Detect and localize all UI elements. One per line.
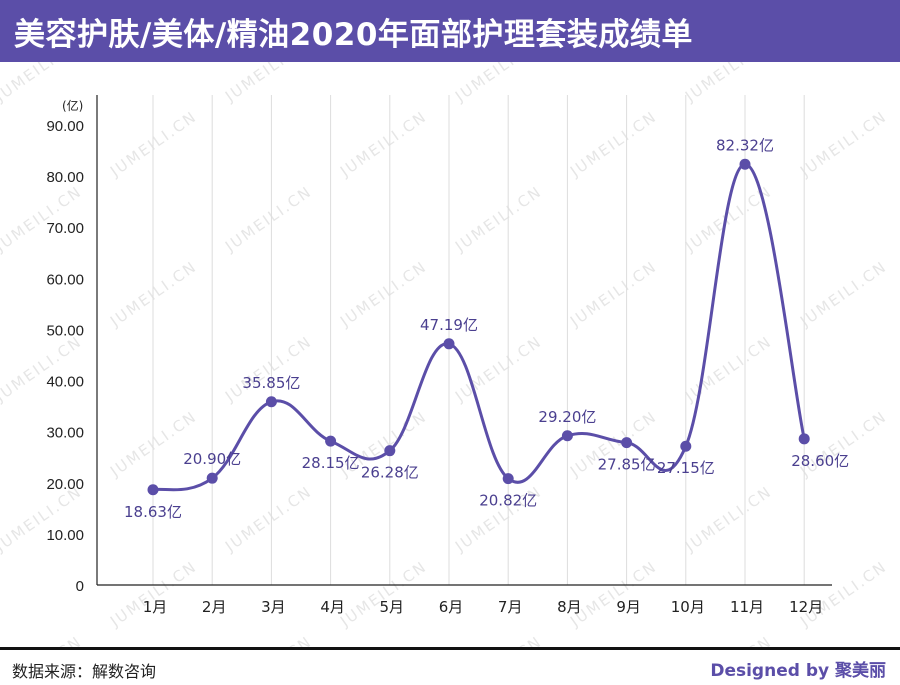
data-source: 数据来源：解数咨询	[12, 662, 157, 681]
data-label: 27.85亿	[598, 456, 656, 474]
data-label: 82.32亿	[716, 136, 774, 154]
y-tick-label: 50.00	[46, 322, 84, 339]
title-bar: 美容护肤/美体/精油2020年面部护理套装成绩单	[0, 0, 900, 62]
x-tick-label: 11月	[730, 598, 764, 616]
x-tick-label: 4月	[320, 598, 345, 616]
watermark-text: JUMEILI.CN	[681, 62, 775, 106]
x-tick-label: 2月	[202, 598, 227, 616]
x-tick-label: 1月	[143, 598, 168, 616]
data-point	[621, 437, 633, 449]
x-tick-label: 9月	[616, 598, 641, 616]
watermark-text: JUMEILI.CN	[796, 257, 890, 331]
data-point	[798, 433, 810, 445]
watermark-text: JUMEILI.CN	[221, 632, 315, 647]
watermark-text: JUMEILI.CN	[681, 332, 775, 406]
y-tick-label: 40.00	[46, 374, 84, 391]
watermark-text: JUMEILI.CN	[336, 107, 430, 181]
y-tick-label: 30.00	[46, 425, 84, 442]
data-point	[384, 445, 396, 457]
data-label: 29.20亿	[538, 408, 596, 426]
data-point	[739, 158, 751, 170]
watermark-text: JUMEILI.CN	[0, 632, 85, 647]
watermark-text: JUMEILI.CN	[336, 257, 430, 331]
watermark-text: JUMEILI.CN	[0, 482, 85, 556]
x-tick-label: 3月	[261, 598, 286, 616]
y-tick-label: 60.00	[46, 271, 84, 288]
y-tick-label: 20.00	[46, 476, 84, 493]
y-tick-label: 0	[76, 578, 84, 595]
watermark-text: JUMEILI.CN	[796, 107, 890, 181]
y-tick-label: 10.00	[46, 527, 84, 544]
data-label: 18.63亿	[124, 503, 182, 521]
designer-credit: Designed by 聚美丽	[710, 661, 886, 681]
watermark-text: JUMEILI.CN	[451, 182, 545, 256]
data-point	[561, 430, 573, 442]
watermark-text: JUMEILI.CN	[221, 62, 315, 106]
data-point	[206, 472, 218, 484]
watermark-text: JUMEILI.CN	[221, 332, 315, 406]
data-point	[147, 484, 159, 496]
footer-divider	[0, 647, 900, 650]
data-label: 47.19亿	[420, 316, 478, 334]
x-tick-label: 7月	[498, 598, 523, 616]
x-tick-label: 5月	[380, 598, 405, 616]
y-unit-label: (亿)	[62, 98, 83, 113]
x-tick-label: 12月	[789, 598, 823, 616]
watermark-text: JUMEILI.CN	[566, 257, 660, 331]
watermark-text: JUMEILI.CN	[221, 182, 315, 256]
line-chart: JUMEILI.CN JUMEILI.CN JUMEILI.CN JUMEILI.CN…	[0, 62, 890, 647]
x-tick-label: 6月	[439, 598, 464, 616]
y-tick-label: 80.00	[46, 169, 84, 186]
data-label: 27.15亿	[657, 459, 715, 477]
watermark-text: JUMEILI.CN	[451, 62, 545, 106]
data-point	[502, 473, 514, 485]
y-tick-label: 90.00	[46, 118, 84, 135]
watermark-text: JUMEILI.CN	[681, 632, 775, 647]
watermark-text: JUMEILI.CN	[566, 107, 660, 181]
watermark-text: JUMEILI.CN	[451, 632, 545, 647]
data-label: 28.15亿	[302, 454, 360, 472]
watermark-text: JUMEILI.CN	[681, 482, 775, 556]
data-label: 26.28亿	[361, 464, 419, 482]
watermark-text: JUMEILI.CN	[221, 482, 315, 556]
data-label: 20.82亿	[479, 492, 537, 510]
data-point	[680, 440, 692, 452]
y-tick-label: 70.00	[46, 220, 84, 237]
data-point	[443, 338, 455, 350]
data-label: 20.90亿	[183, 450, 241, 468]
watermark-text: JUMEILI.CN	[566, 557, 660, 631]
page-title: 美容护肤/美体/精油2020年面部护理套装成绩单	[14, 16, 693, 53]
watermark-text: JUMEILI.CN	[336, 557, 430, 631]
data-label: 35.85亿	[242, 374, 300, 392]
data-point	[325, 435, 337, 447]
data-point	[265, 396, 277, 408]
data-label: 28.60亿	[791, 452, 849, 470]
series-line	[152, 162, 806, 492]
watermark-text: JUMEILI.CN	[0, 182, 85, 256]
x-tick-label: 10月	[671, 598, 705, 616]
watermark-text: JUMEILI.CN	[0, 332, 85, 406]
x-tick-label: 8月	[557, 598, 582, 616]
watermark-text: JUMEILI.CN	[796, 557, 890, 631]
